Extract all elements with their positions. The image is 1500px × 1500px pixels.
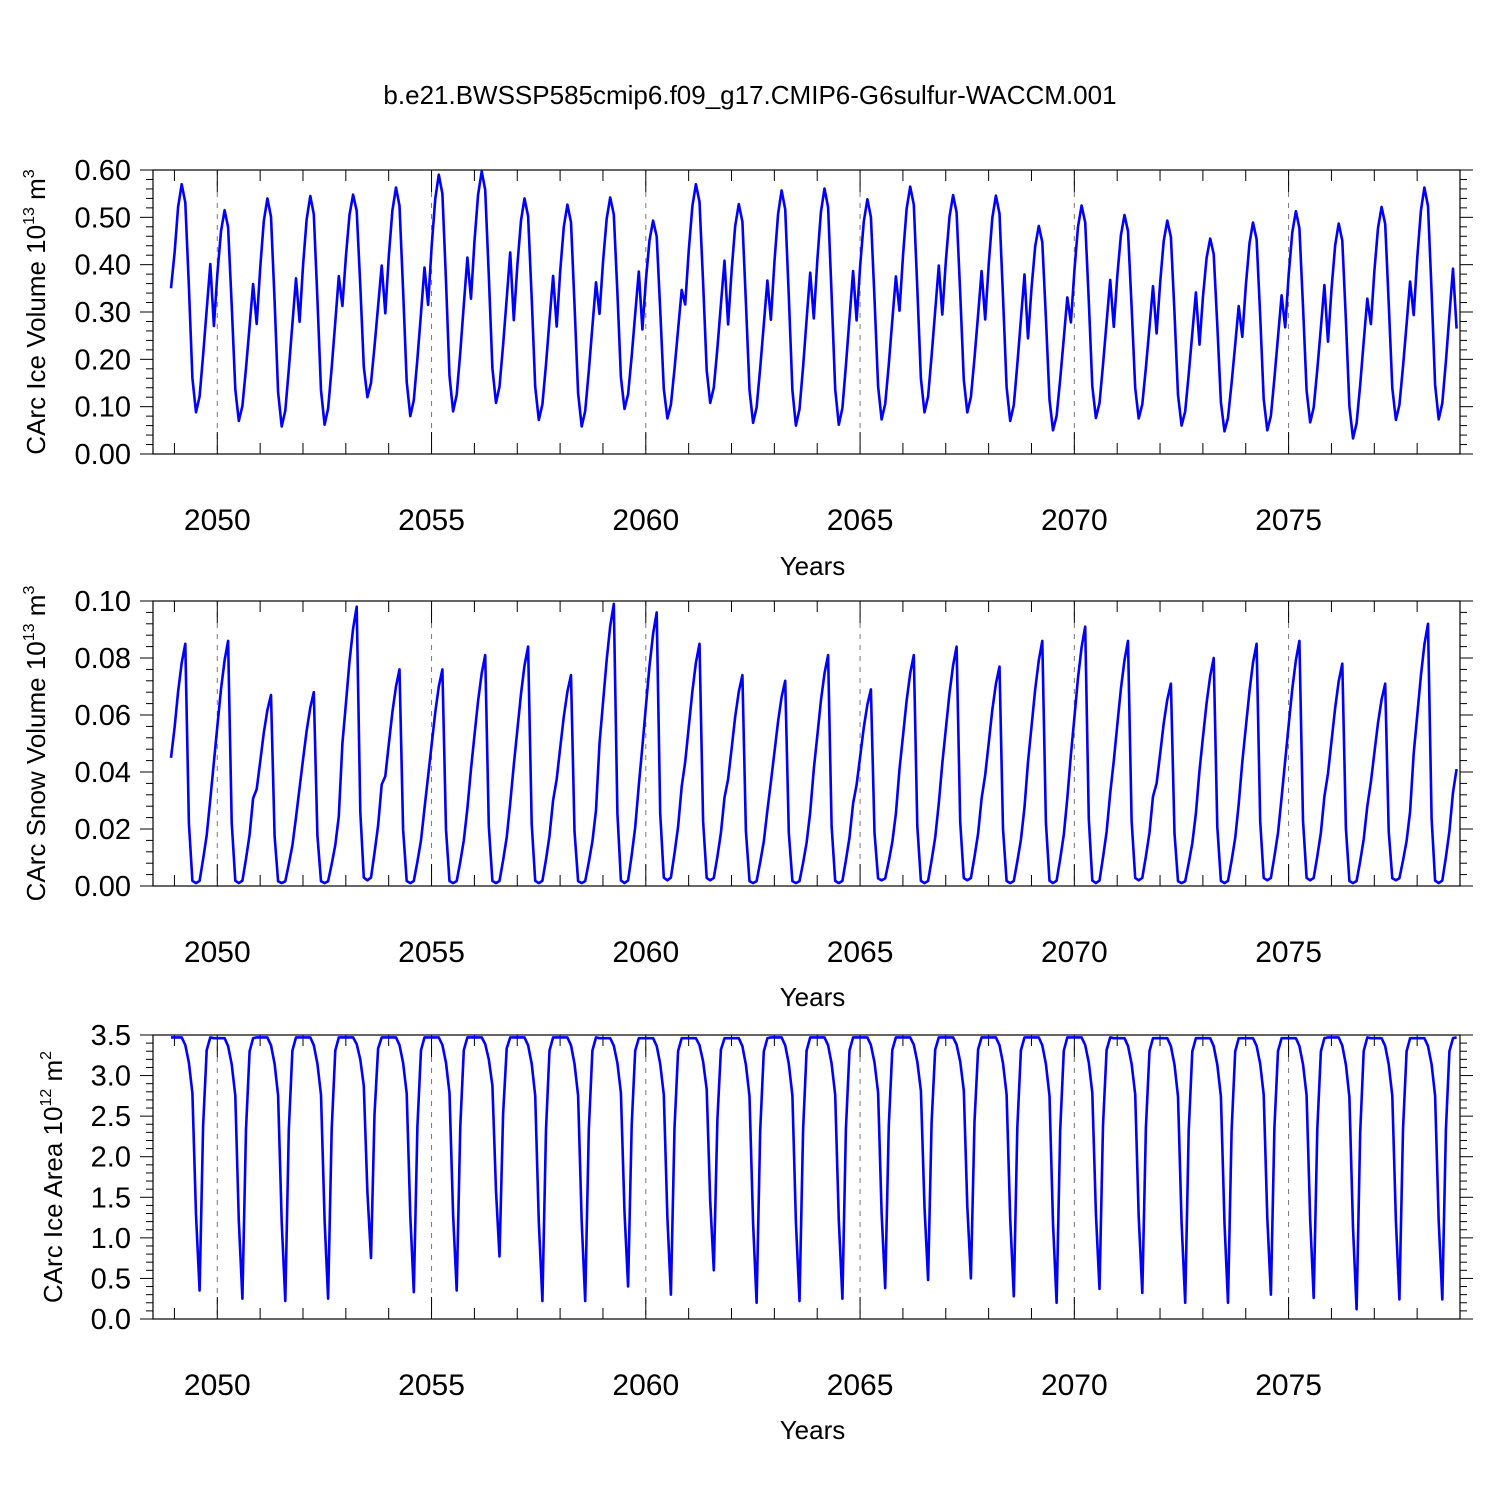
y-tick-label: 0.0 xyxy=(91,1304,131,1336)
y-tick-label: 0.40 xyxy=(75,250,131,282)
y-tick-label: 0.5 xyxy=(91,1263,131,1295)
x-tick-label: 2070 xyxy=(1041,936,1108,969)
x-tick-label: 2070 xyxy=(1041,1369,1108,1402)
y-tick-label: 3.0 xyxy=(91,1061,131,1093)
x-tick-label: 2075 xyxy=(1255,504,1322,537)
y-tick-label: 0.10 xyxy=(75,586,131,618)
x-tick-label: 2065 xyxy=(827,1369,894,1402)
y-tick-label: 0.00 xyxy=(75,439,131,471)
plot-frame xyxy=(152,600,1461,887)
y-tick-label: 3.5 xyxy=(91,1020,131,1052)
y-tick-label: 0.06 xyxy=(75,700,131,732)
x-tick-label: 2075 xyxy=(1255,1369,1322,1402)
x-tick-label: 2060 xyxy=(612,504,679,537)
y-tick-label: 0.20 xyxy=(75,344,131,376)
y-tick-label: 1.0 xyxy=(91,1223,131,1255)
x-tick-label: 2060 xyxy=(612,1369,679,1402)
series-line xyxy=(171,1036,1457,1311)
plot-frame xyxy=(152,1034,1461,1320)
x-axis-label: Years xyxy=(780,1415,846,1445)
y-tick-label: 1.5 xyxy=(91,1182,131,1214)
y-tick-label: 0.04 xyxy=(75,757,131,789)
x-axis-label: Years xyxy=(780,982,846,1012)
x-tick-label: 2065 xyxy=(827,504,894,537)
series-line xyxy=(169,602,1458,885)
y-axis-label: CArc Snow Volume 1013 m3 xyxy=(21,586,51,902)
x-tick-label: 2060 xyxy=(612,936,679,969)
x-tick-label: 2050 xyxy=(184,936,251,969)
y-tick-label: 2.5 xyxy=(91,1101,131,1133)
y-tick-label: 0.50 xyxy=(75,202,131,234)
x-tick-label: 2070 xyxy=(1041,504,1108,537)
page-title: b.e21.BWSSP585cmip6.f09_g17.CMIP6-G6sulf… xyxy=(383,80,1117,110)
y-axis-label: CArc Ice Area 1012 m2 xyxy=(38,1051,68,1303)
series-line xyxy=(169,170,1458,440)
y-tick-label: 0.08 xyxy=(75,643,131,675)
y-tick-label: 0.02 xyxy=(75,814,131,846)
y-tick-label: 0.00 xyxy=(75,871,131,903)
y-tick-label: 0.30 xyxy=(75,297,131,329)
x-tick-label: 2055 xyxy=(398,936,465,969)
x-tick-label: 2075 xyxy=(1255,936,1322,969)
y-axis-label: CArc Ice Volume 1013 m3 xyxy=(21,169,51,454)
x-axis-label: Years xyxy=(780,551,846,581)
y-tick-label: 0.10 xyxy=(75,392,131,424)
x-tick-label: 2055 xyxy=(398,1369,465,1402)
x-tick-label: 2050 xyxy=(184,1369,251,1402)
y-tick-label: 0.60 xyxy=(75,155,131,187)
y-tick-label: 2.0 xyxy=(91,1142,131,1174)
x-tick-label: 2050 xyxy=(184,504,251,537)
x-tick-label: 2065 xyxy=(827,936,894,969)
x-tick-label: 2055 xyxy=(398,504,465,537)
